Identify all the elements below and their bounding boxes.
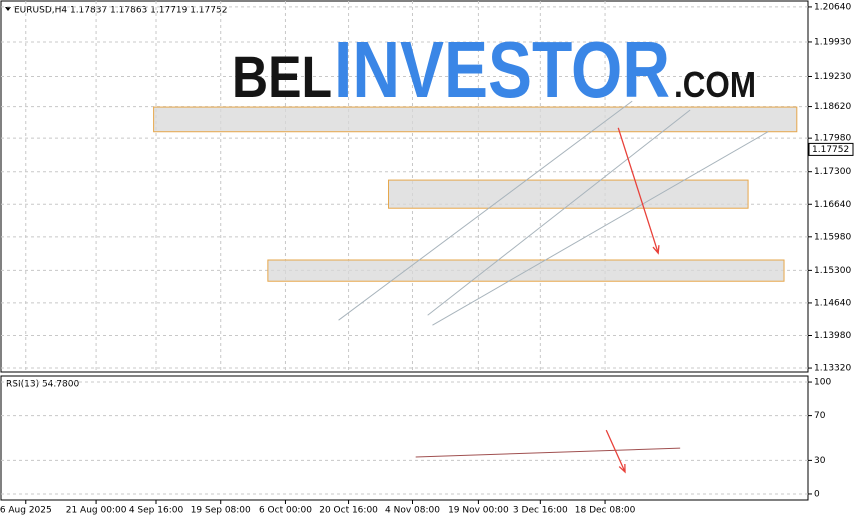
- trend-line: [427, 109, 691, 316]
- logo-com: .COM: [674, 64, 756, 105]
- x-tick-label: 4 Nov 08:00: [385, 506, 440, 516]
- trend-line: [415, 447, 681, 458]
- logo-bel: BEL: [232, 45, 332, 110]
- y-tick-label: 1.15980: [814, 232, 851, 242]
- y-tick-label: 100: [814, 378, 831, 388]
- trend-line: [432, 131, 769, 326]
- price-tag: 1.17752: [812, 145, 849, 155]
- x-tick-label: 21 Aug 00:00: [66, 506, 127, 516]
- price-tag-box: [808, 142, 854, 156]
- x-tick-label: 19 Nov 00:00: [448, 506, 509, 516]
- x-tick-label: 3 Dec 16:00: [513, 506, 568, 516]
- y-tick-label: 70: [814, 411, 826, 421]
- header: EURUSD,H4 1.17837 1.17863 1.17719 1.1775…: [14, 6, 227, 16]
- y-tick-label: 1.19930: [814, 37, 851, 47]
- y-tick-label: 1.15300: [814, 266, 851, 276]
- menu-triangle: [5, 7, 11, 11]
- y-tick-label: 1.17980: [814, 134, 851, 144]
- zone: [267, 259, 785, 282]
- zone: [153, 106, 798, 133]
- y-tick-label: 1.19230: [814, 72, 851, 82]
- y-tick-label: 1.17300: [814, 167, 851, 177]
- y-tick-label: 1.13320: [814, 364, 851, 374]
- trend-line: [338, 100, 633, 321]
- zone: [388, 179, 749, 209]
- rsi-title: RSI(13) 54.7800: [6, 380, 79, 390]
- y-tick-label: 1.18620: [814, 102, 851, 112]
- x-tick-label: 6 Oct 00:00: [259, 506, 312, 516]
- x-tick-label: 19 Sep 08:00: [191, 506, 251, 516]
- x-tick-label: 20 Oct 16:00: [319, 506, 378, 516]
- arrow: [605, 429, 626, 474]
- rsi-panel: [0, 375, 809, 501]
- y-tick-label: 1.20640: [814, 2, 851, 12]
- y-tick-label: 1.16640: [814, 200, 851, 210]
- x-tick-label: 6 Aug 2025: [0, 506, 52, 516]
- watermark: BEL INVESTOR .COM: [232, 25, 756, 114]
- y-tick-label: 1.14640: [814, 298, 851, 308]
- x-tick-label: 18 Dec 08:00: [575, 506, 636, 516]
- y-tick-label: 1.13980: [814, 331, 851, 341]
- arrow: [617, 127, 660, 255]
- price-panel: [0, 0, 809, 373]
- y-tick-label: 0: [814, 489, 820, 499]
- y-tick-label: 30: [814, 456, 826, 466]
- logo-investor: INVESTOR: [334, 25, 670, 114]
- x-tick-label: 4 Sep 16:00: [129, 506, 184, 516]
